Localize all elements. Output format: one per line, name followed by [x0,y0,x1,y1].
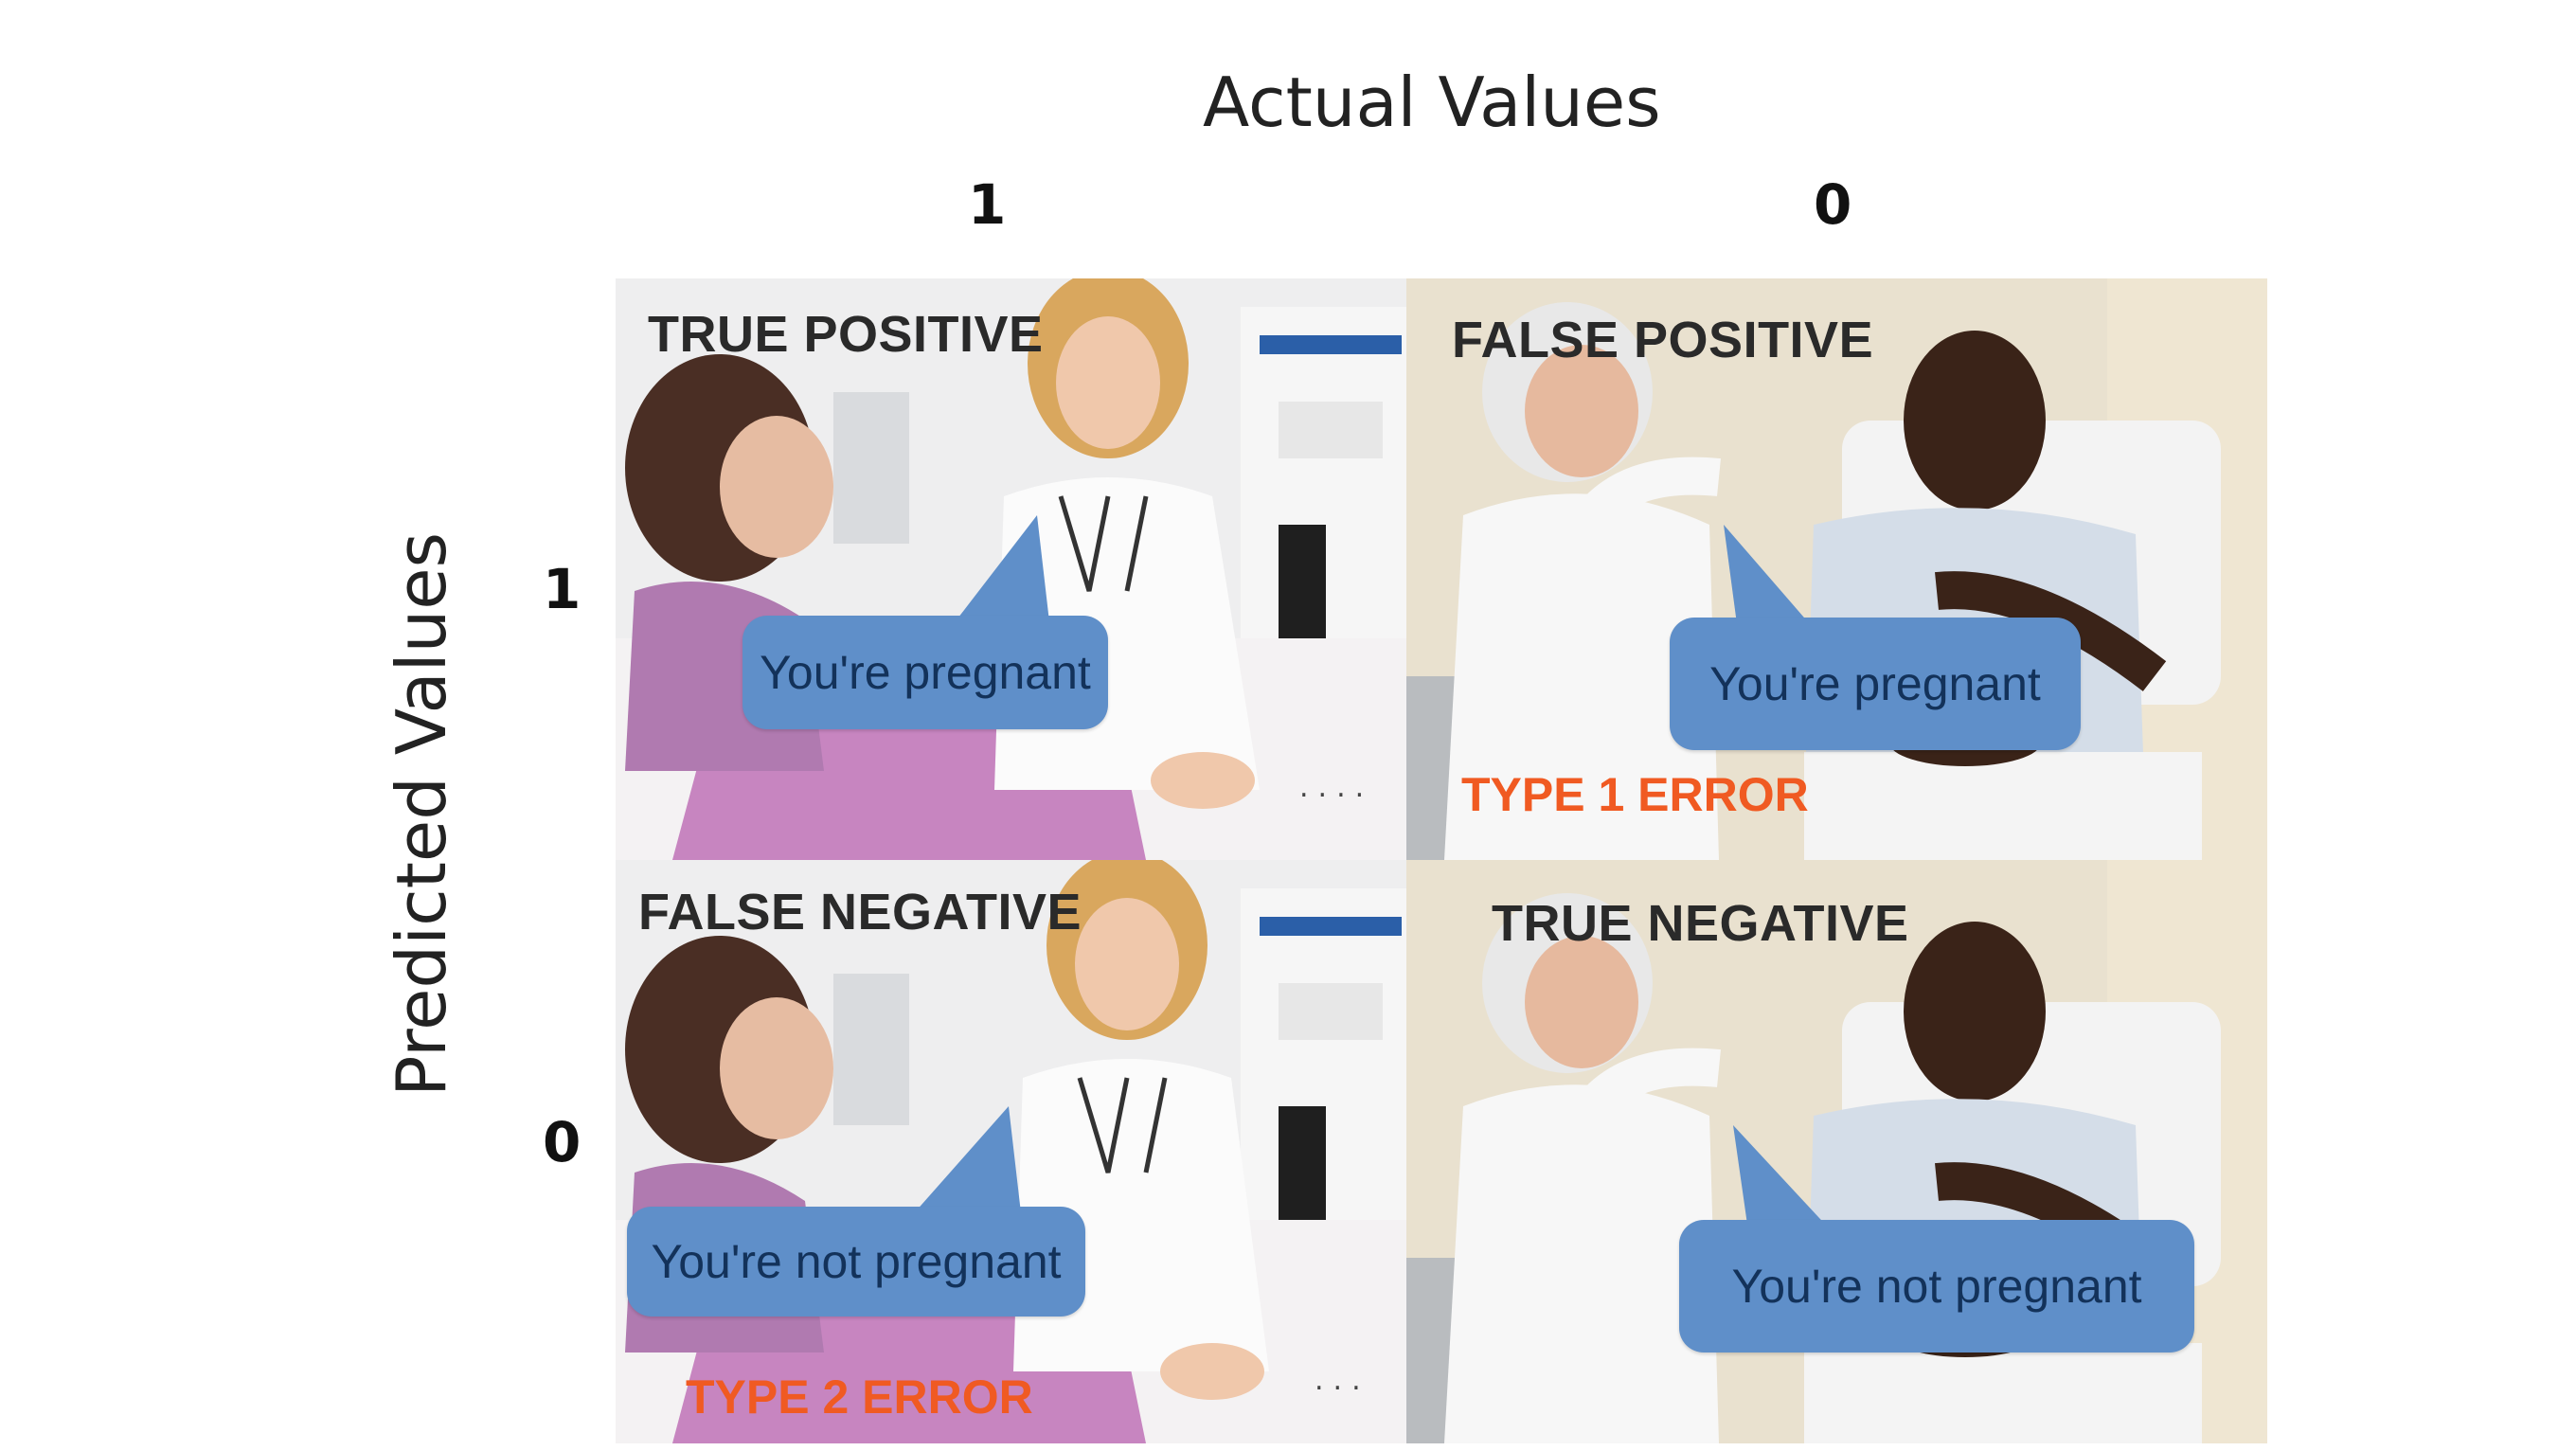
matrix-grid: TRUE POSITIVE You're pregnant .... [616,278,2267,1443]
true-positive-label: TRUE POSITIVE [648,306,1044,363]
speech-bubble: You're not pregnant [627,1207,1085,1317]
clinic-scene-image [616,278,1406,860]
actual-values-title: Actual Values [1203,63,1661,142]
ellipsis-dots: ... [1315,1364,1370,1397]
row-tick-1: 1 [543,557,581,621]
speech-bubble-tail-icon [900,1106,1023,1229]
true-negative-label: TRUE NEGATIVE [1492,895,1909,952]
cell-false-positive: FALSE POSITIVE You're pregnant TYPE 1 ER… [1406,278,2267,860]
type-1-error-label: TYPE 1 ERROR [1461,768,1809,821]
column-tick-1: 1 [968,172,1007,237]
false-positive-label: FALSE POSITIVE [1452,312,1874,368]
cell-true-positive: TRUE POSITIVE You're pregnant .... [616,278,1406,860]
column-tick-0: 0 [1814,172,1852,237]
speech-bubble: You're pregnant [742,616,1108,729]
speech-bubble: You're not pregnant [1679,1220,2194,1352]
predicted-values-title: Predicted Values [382,531,461,1098]
speech-bubble-tail-icon [942,515,1051,638]
cell-false-negative: FALSE NEGATIVE You're not pregnant TYPE … [616,860,1406,1443]
ellipsis-dots: .... [1299,771,1374,804]
type-2-error-label: TYPE 2 ERROR [686,1370,1033,1424]
cell-true-negative: TRUE NEGATIVE You're not pregnant [1406,860,2267,1443]
false-negative-label: FALSE NEGATIVE [638,884,1082,940]
row-tick-0: 0 [543,1110,581,1174]
speech-bubble: You're pregnant [1670,618,2081,750]
